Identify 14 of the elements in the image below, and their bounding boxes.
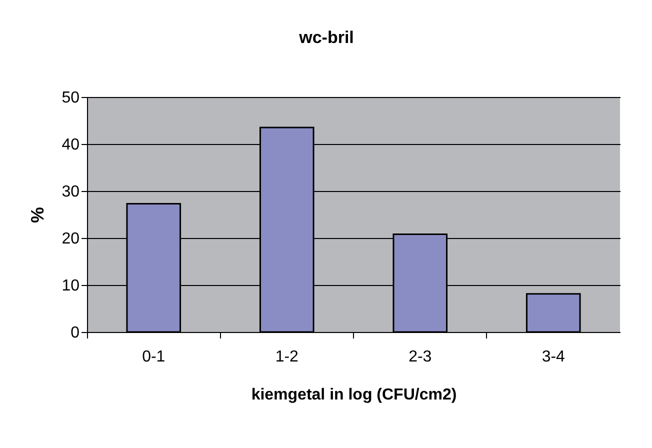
y-tick-label: 10: [62, 278, 80, 294]
x-tick-label: 2-3: [408, 348, 432, 366]
y-tick-label: 40: [62, 136, 80, 154]
x-tick-label: 0-1: [142, 348, 166, 366]
y-tick-label: 20: [62, 230, 80, 248]
x-tick-label: 1-2: [275, 348, 299, 366]
x-tick-label: 3-4: [542, 348, 566, 366]
x-axis-title: kiemgetal in log (CFU/cm2): [251, 386, 457, 404]
y-tick-label: 30: [62, 184, 80, 200]
bar: [526, 293, 581, 333]
y-tick-label: 50: [62, 90, 80, 106]
y-tick-label: 0: [70, 324, 80, 342]
y-axis-title: %: [28, 206, 48, 224]
chart-title: wc-bril: [298, 28, 354, 47]
